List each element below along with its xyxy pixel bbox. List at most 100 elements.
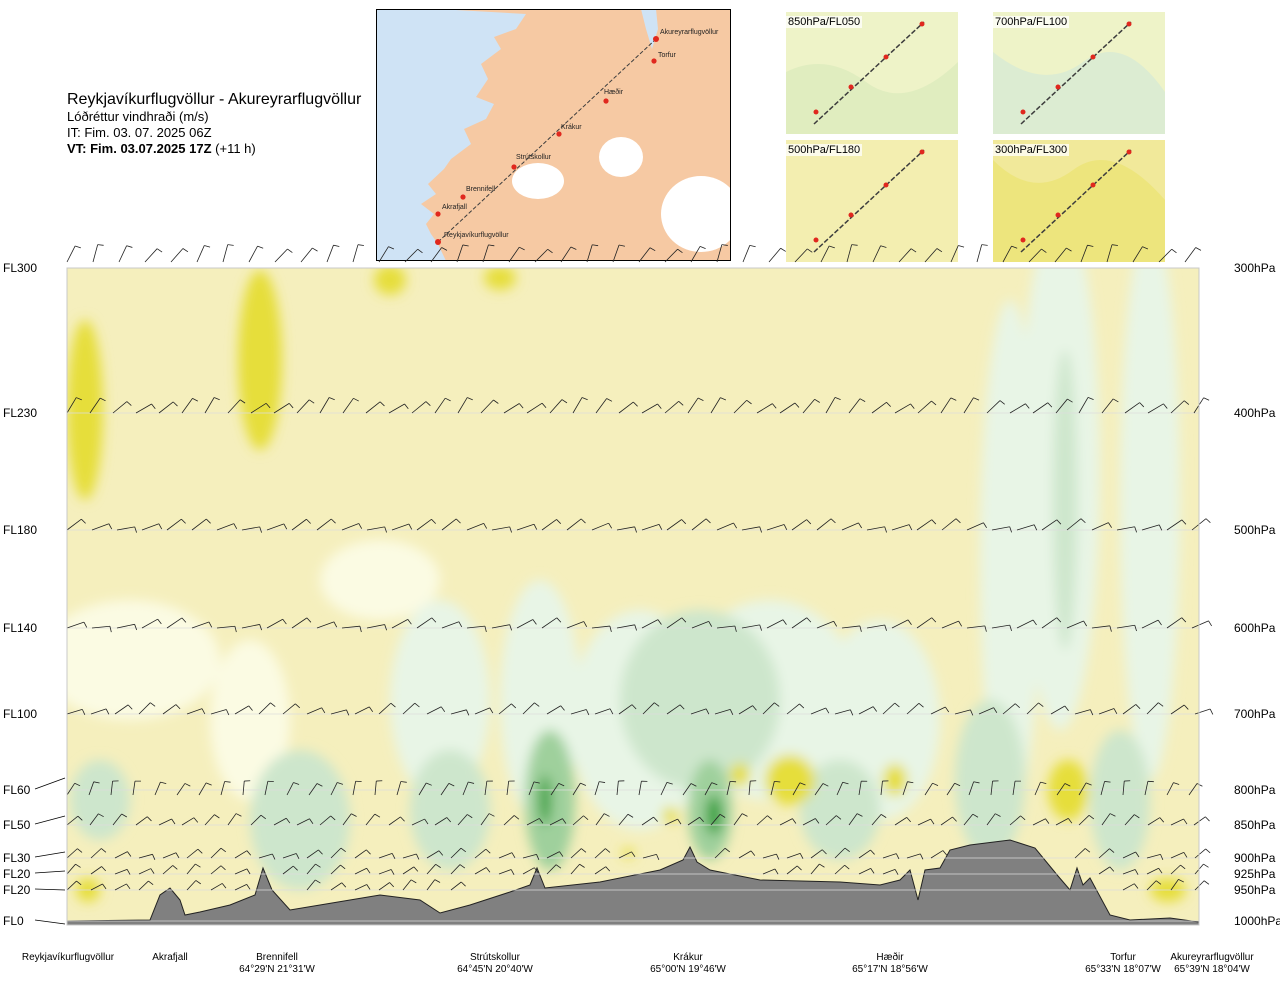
wind-barb-flag bbox=[1181, 617, 1187, 623]
velocity-contour bbox=[765, 755, 815, 805]
wind-barb-flag bbox=[150, 702, 156, 707]
wind-barb-flag bbox=[74, 782, 81, 787]
wind-barb bbox=[1116, 624, 1135, 629]
wind-barb-flag bbox=[1195, 247, 1202, 251]
velocity-contour bbox=[620, 610, 780, 790]
wind-barb-flag bbox=[384, 526, 387, 533]
wind-barb-flag bbox=[425, 401, 431, 406]
wind-barb bbox=[66, 397, 77, 414]
map-waypoint bbox=[556, 131, 562, 137]
wind-barb-flag bbox=[1066, 247, 1072, 252]
wind-barb-flag bbox=[488, 813, 495, 817]
wind-barb-flag bbox=[970, 709, 974, 716]
wind-barb-flag bbox=[690, 783, 697, 787]
wind-barb-flag bbox=[536, 854, 540, 860]
map-land bbox=[421, 9, 731, 261]
wind-barb bbox=[441, 621, 460, 629]
wind-barb-flag bbox=[285, 818, 291, 824]
wind-barb bbox=[1098, 848, 1110, 859]
wind-barb bbox=[1188, 783, 1198, 796]
wind-barb-flag bbox=[844, 847, 850, 853]
wind-barb-flag bbox=[918, 703, 924, 708]
wind-barb bbox=[1054, 247, 1067, 263]
wind-barb bbox=[132, 781, 136, 796]
wind-barb bbox=[1009, 815, 1021, 826]
map-waypoint-label: Strútskollur bbox=[516, 154, 552, 161]
wind-barb-flag bbox=[1111, 244, 1118, 246]
wind-barb bbox=[770, 781, 775, 796]
wind-barb-flag bbox=[257, 245, 264, 249]
wind-barb-flag bbox=[556, 617, 562, 623]
wind-barb-flag bbox=[509, 526, 512, 533]
wind-barb bbox=[482, 244, 489, 263]
wind-barb bbox=[186, 708, 203, 715]
wind-barb-flag bbox=[181, 518, 186, 524]
wind-barb bbox=[986, 813, 996, 826]
wind-barb-flag bbox=[1173, 782, 1180, 785]
wind-barb-flag bbox=[1033, 524, 1038, 531]
wind-barb-flag bbox=[193, 817, 199, 823]
wind-barb bbox=[341, 523, 359, 531]
wind-barb bbox=[916, 519, 932, 531]
wind-barb bbox=[286, 782, 294, 796]
wind-barb bbox=[748, 781, 751, 796]
wind-barb-flag bbox=[295, 853, 300, 860]
wind-barb bbox=[374, 781, 377, 796]
wind-barb bbox=[498, 852, 513, 859]
wind-barb-flag bbox=[489, 707, 494, 714]
wind-barb-flag bbox=[414, 702, 420, 708]
wind-barb bbox=[306, 849, 319, 859]
wind-barb-flag bbox=[148, 880, 154, 886]
chart-subtitle: Lóðréttur vindhraði (m/s) bbox=[67, 109, 209, 124]
wind-barb bbox=[991, 526, 1010, 531]
wind-barb bbox=[766, 619, 784, 629]
wind-barb bbox=[664, 818, 678, 826]
wind-barb-flag bbox=[340, 864, 346, 870]
wind-barb-flag bbox=[400, 816, 405, 822]
map-glacier-1 bbox=[512, 163, 564, 199]
wind-barb-flag bbox=[1040, 781, 1047, 785]
wind-barb bbox=[234, 868, 248, 875]
wind-barb-flag bbox=[870, 868, 875, 874]
wind-barb-flag bbox=[780, 247, 786, 252]
wind-barb bbox=[242, 781, 245, 796]
wind-barb bbox=[402, 853, 417, 859]
wind-barb bbox=[616, 624, 635, 629]
wind-barb-flag bbox=[184, 783, 191, 787]
wind-barb-flag bbox=[434, 879, 441, 883]
wind-barb-flag bbox=[309, 399, 315, 404]
wind-barb-flag bbox=[510, 869, 515, 876]
wind-barb bbox=[690, 246, 701, 263]
wind-barb bbox=[319, 397, 330, 414]
wind-barb bbox=[186, 880, 197, 891]
wind-barb-flag bbox=[1183, 818, 1188, 825]
wind-barb bbox=[158, 401, 174, 414]
wind-barb-flag bbox=[440, 706, 446, 712]
wind-barb-flag bbox=[604, 813, 610, 817]
wind-barb-flag bbox=[533, 781, 540, 784]
fl-leader bbox=[34, 815, 66, 825]
wind-barb bbox=[418, 782, 427, 796]
wind-barb bbox=[89, 813, 99, 826]
wind-barb bbox=[638, 247, 651, 263]
wind-barb bbox=[186, 863, 196, 875]
wind-barb-flag bbox=[197, 848, 203, 854]
wind-barb bbox=[666, 704, 681, 715]
wind-barb bbox=[594, 781, 600, 796]
wind-barb-flag bbox=[720, 397, 727, 401]
fl-label: FL50 bbox=[3, 818, 31, 832]
wind-barb-flag bbox=[181, 617, 187, 623]
wind-barb bbox=[450, 709, 467, 715]
wind-barb bbox=[858, 781, 862, 796]
wind-barb-flag bbox=[333, 244, 340, 247]
wind-barb-flag bbox=[984, 625, 987, 632]
wind-barb-flag bbox=[293, 782, 300, 785]
site-name: Reykjavíkurflugvöllur bbox=[22, 952, 115, 963]
wind-barb bbox=[158, 818, 172, 826]
wind-barb bbox=[216, 625, 235, 629]
velocity-contour bbox=[390, 600, 490, 800]
fl-leader bbox=[34, 888, 66, 891]
wind-barb bbox=[1122, 781, 1125, 796]
wind-barb bbox=[664, 401, 679, 414]
wind-barb bbox=[733, 399, 748, 414]
